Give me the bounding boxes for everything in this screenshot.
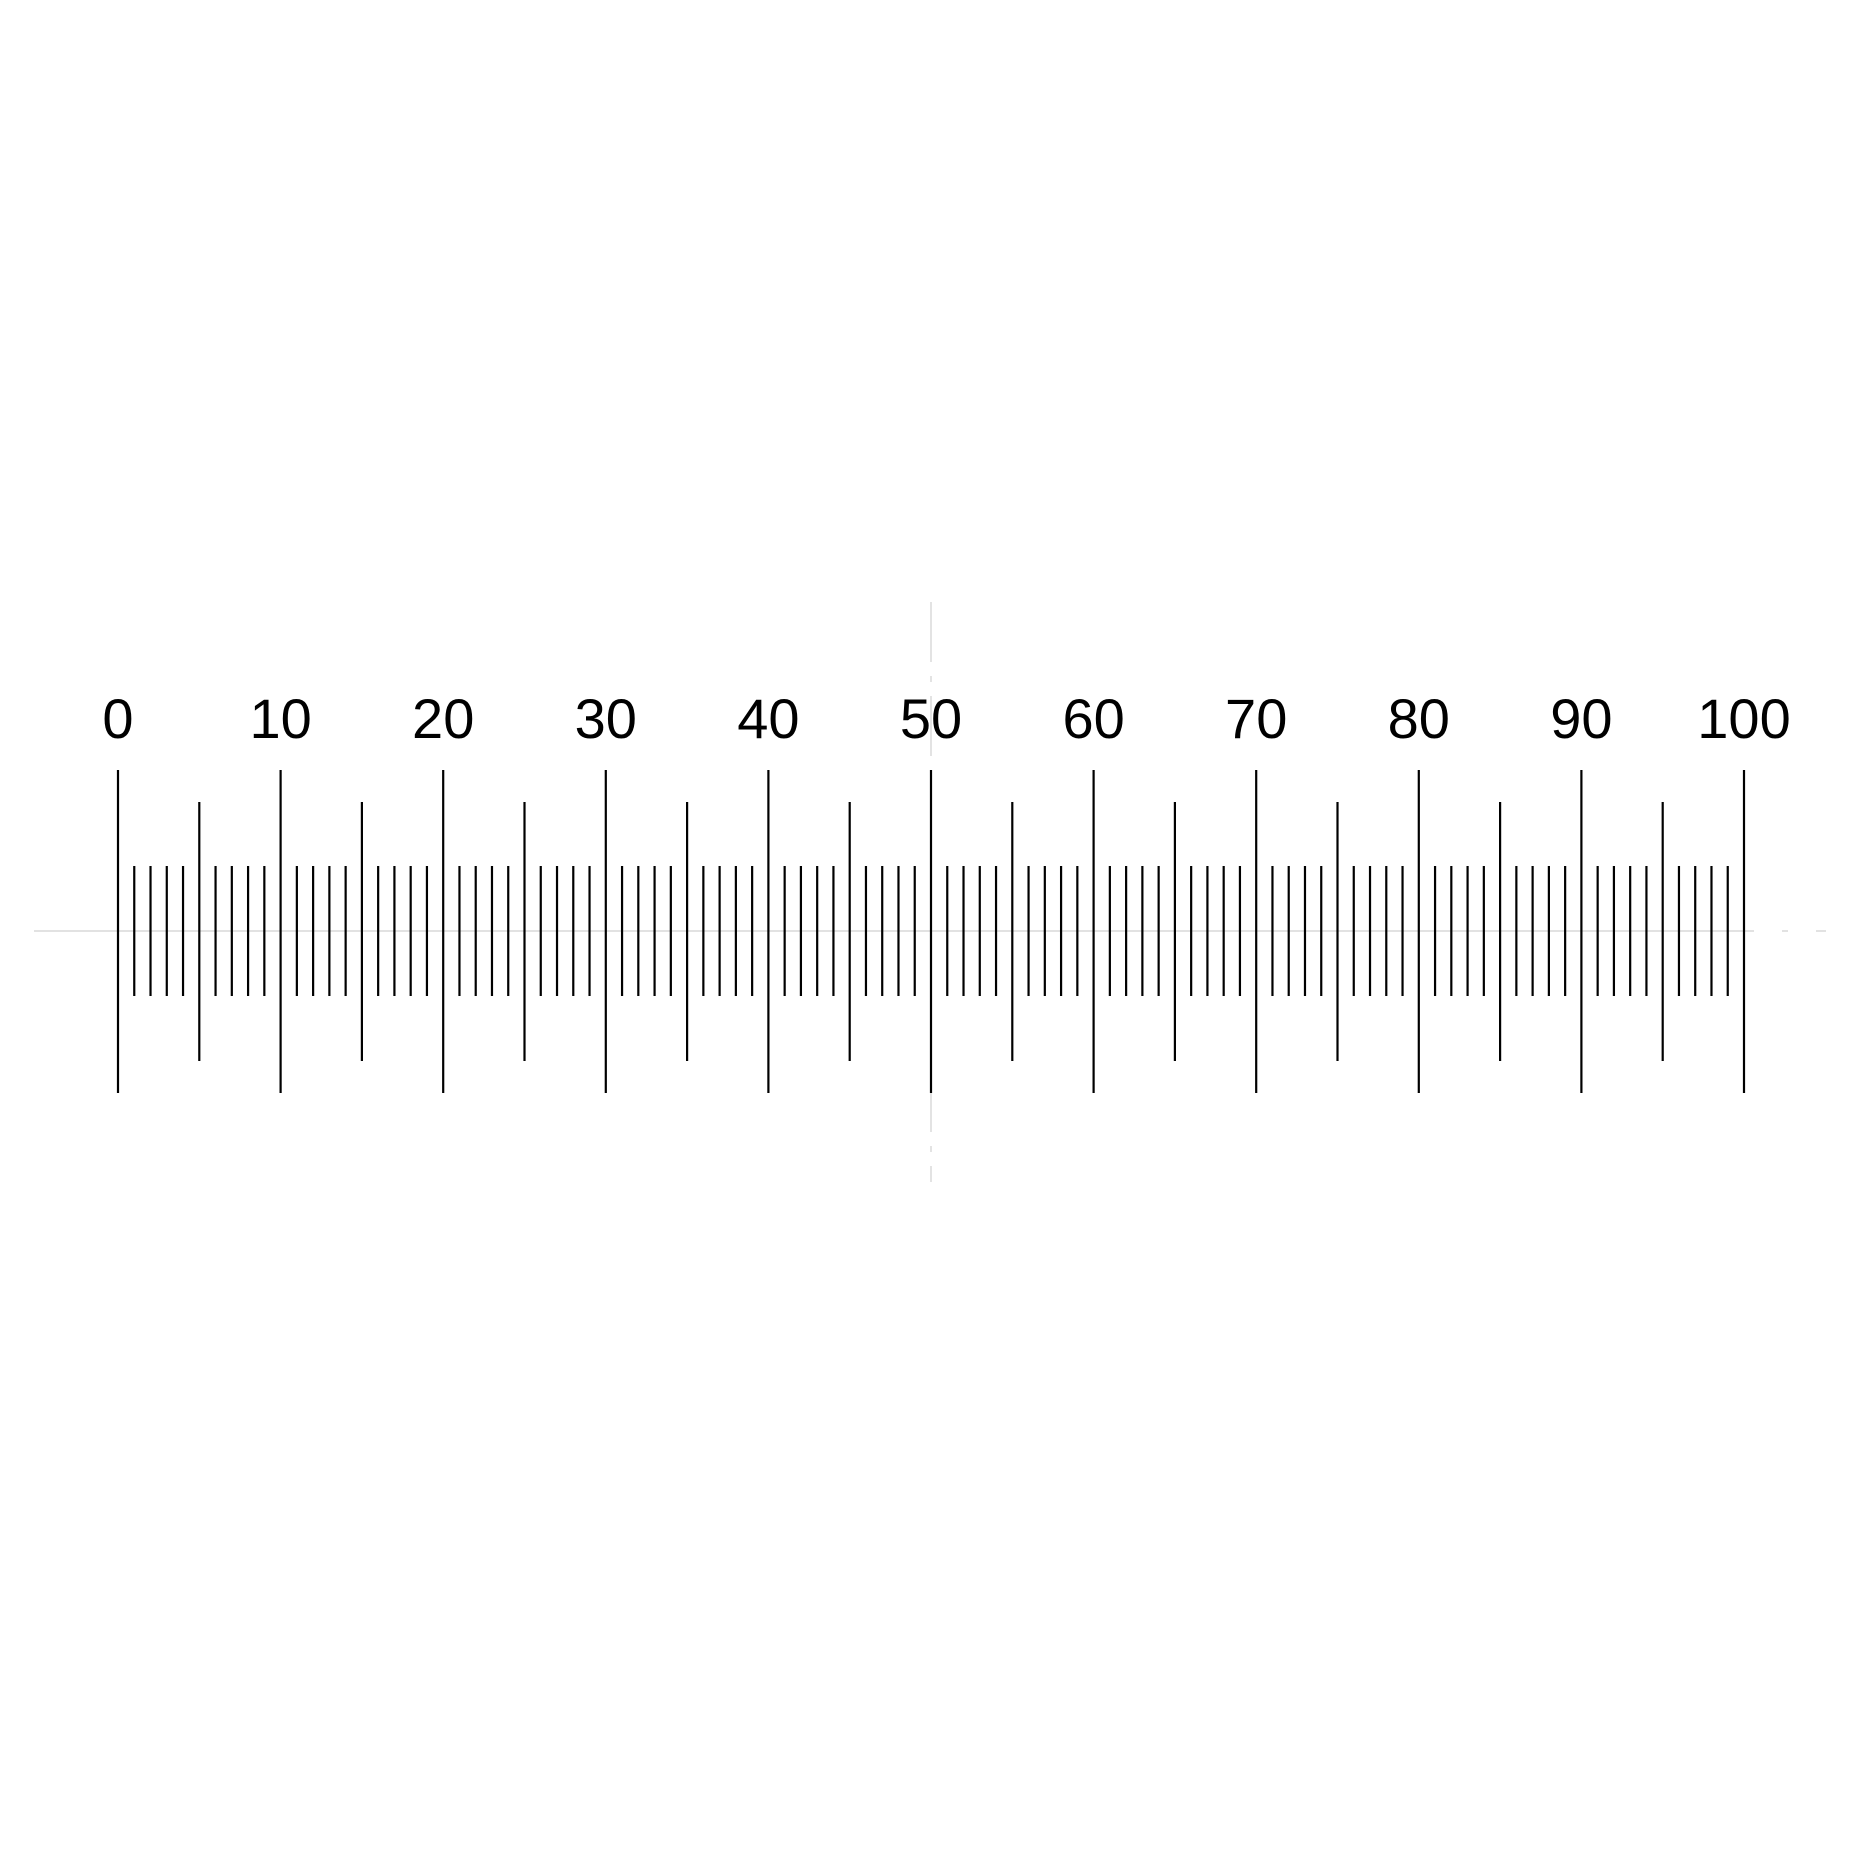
scale-ticks [116, 770, 1746, 1093]
scale-label: 80 [1388, 687, 1450, 750]
scale-label: 10 [249, 687, 311, 750]
scale-label: 0 [102, 687, 133, 750]
scale-label: 20 [412, 687, 474, 750]
scale-label: 70 [1225, 687, 1287, 750]
scale-label: 30 [575, 687, 637, 750]
scale-label: 60 [1062, 687, 1124, 750]
scale-label: 40 [737, 687, 799, 750]
scale-labels: 0 10 20 30 40 50 60 70 80 90 100 [102, 687, 1790, 750]
scale-label: 50 [900, 687, 962, 750]
scale-label: 100 [1697, 687, 1790, 750]
scale-label: 90 [1550, 687, 1612, 750]
